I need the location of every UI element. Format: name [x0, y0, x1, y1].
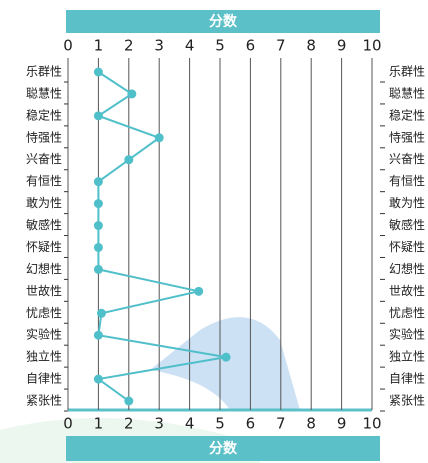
- point: [93, 242, 103, 252]
- series-line: [95, 71, 227, 402]
- x-tick-label: 4: [185, 37, 195, 55]
- x-tick-label: 10: [362, 37, 381, 55]
- y-tick-label: 敢为性: [26, 196, 62, 210]
- y-tick-label-right: 实验性: [389, 327, 425, 342]
- point: [154, 133, 164, 143]
- x-tick-label: 0: [63, 415, 73, 433]
- point: [93, 177, 103, 187]
- x-tick-label: 4: [185, 415, 195, 433]
- y-tick-label: 怀疑性: [26, 239, 62, 254]
- x-tick-label: 2: [124, 37, 134, 55]
- y-tick-label: 自律性: [26, 372, 62, 386]
- x-tick-label: 8: [306, 415, 316, 433]
- x-tick-label: 3: [154, 37, 164, 55]
- y-tick-label: 实验性: [26, 327, 62, 342]
- point: [93, 199, 103, 209]
- y-tick-label: 忧虑性: [26, 306, 62, 320]
- y-tick-label-right: 自律性: [389, 372, 425, 386]
- x-tick-label: 3: [154, 415, 164, 433]
- x-tick-label: 9: [337, 415, 347, 433]
- y-tick-label: 乐群性: [26, 65, 62, 79]
- y-tick-label-right: 有恒性: [389, 174, 425, 188]
- point: [124, 155, 134, 165]
- y-tick-label: 恃强性: [26, 130, 62, 144]
- y-tick-label-right: 兴奋性: [389, 152, 425, 166]
- y-tick-label-right: 聪慧性: [389, 85, 425, 100]
- y-tick-label: 独立性: [26, 349, 62, 364]
- y-tick-label-right: 世故性: [389, 283, 425, 298]
- y-tick-label-right: 敢为性: [389, 196, 425, 210]
- x-tick-label: 2: [124, 415, 134, 433]
- y-tick-label-right: 怀疑性: [389, 239, 425, 254]
- y-tick-label: 紧张性: [26, 394, 62, 408]
- y-tick-label-right: 恃强性: [389, 130, 425, 144]
- axis-title-bottom: 分数: [209, 440, 238, 457]
- y-tick-label-right: 敏感性: [389, 217, 425, 232]
- point: [96, 308, 106, 318]
- y-tick-label-right: 独立性: [389, 349, 425, 364]
- y-tick-label-right: 忧虑性: [389, 306, 425, 320]
- x-tick-label: 9: [337, 37, 347, 55]
- header-bar: [66, 10, 380, 33]
- point: [93, 221, 103, 231]
- point: [93, 111, 103, 121]
- y-tick-label-right: 乐群性: [389, 65, 425, 79]
- y-tick-label: 世故性: [26, 283, 62, 298]
- x-tick-label: 7: [276, 37, 286, 55]
- point: [93, 67, 103, 77]
- x-tick-label: 10: [362, 415, 381, 433]
- x-tick-label: 0: [63, 37, 73, 55]
- footer-bar: [66, 436, 380, 461]
- point: [93, 264, 103, 274]
- point: [127, 89, 137, 99]
- x-tick-label: 6: [246, 37, 256, 55]
- point: [93, 330, 103, 340]
- y-tick-label-right: 稳定性: [389, 107, 425, 122]
- x-tick-label: 7: [276, 415, 286, 433]
- y-tick-label: 稳定性: [26, 107, 62, 122]
- y-tick-label: 敏感性: [26, 217, 62, 232]
- point: [194, 286, 204, 296]
- x-tick-label: 1: [94, 37, 104, 55]
- y-tick-label: 幻想性: [26, 261, 62, 276]
- x-tick-label: 8: [306, 37, 316, 55]
- point: [124, 396, 134, 406]
- x-tick-label: 5: [215, 37, 225, 55]
- y-tick-label: 聪慧性: [26, 85, 62, 100]
- y-tick-label-right: 幻想性: [389, 261, 425, 276]
- x-tick-label: 5: [215, 415, 225, 433]
- y-tick-label: 兴奋性: [26, 152, 62, 166]
- background-figure: [150, 317, 300, 410]
- axis-title-top: 分数: [209, 13, 238, 30]
- y-tick-label-right: 紧张性: [389, 394, 425, 408]
- y-tick-label: 有恒性: [26, 174, 62, 188]
- x-tick-label: 6: [246, 415, 256, 433]
- point: [221, 352, 231, 362]
- x-tick-label: 1: [94, 415, 104, 433]
- point: [93, 374, 103, 384]
